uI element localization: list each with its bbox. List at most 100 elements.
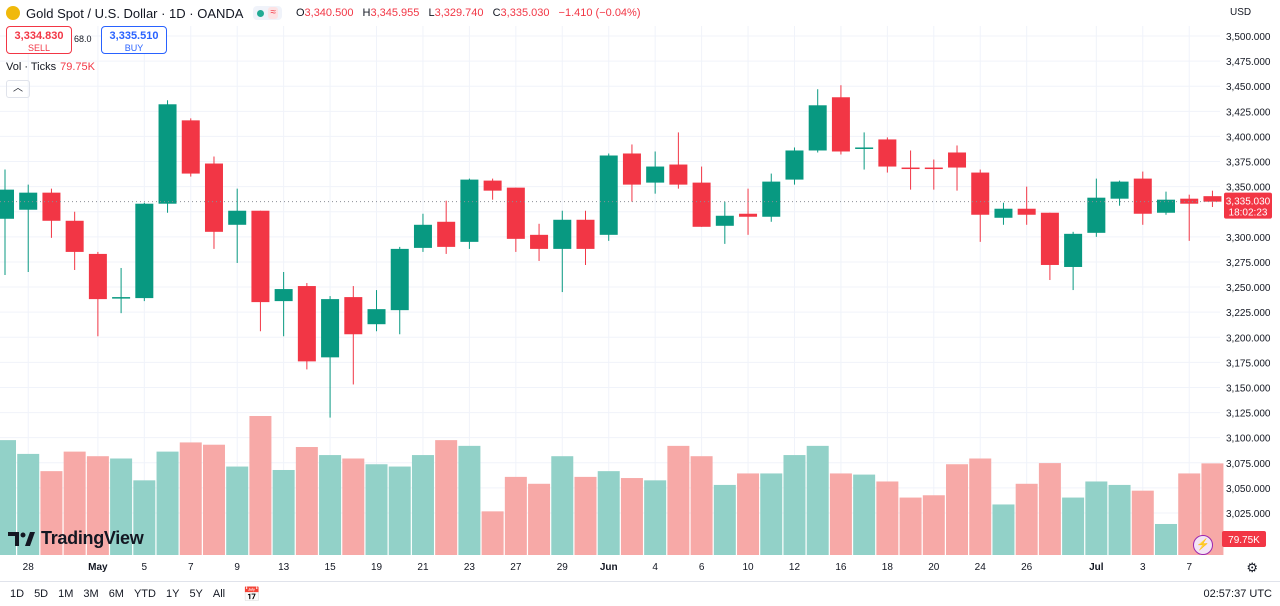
price-tick-label: 3,425.000 [1226, 107, 1271, 118]
volume-bar [481, 511, 504, 555]
price-tick-label: 3,350.000 [1226, 183, 1271, 194]
candle-body [460, 179, 479, 242]
tf-all[interactable]: All [212, 588, 226, 600]
volume-bar [40, 471, 63, 555]
time-tick-label: 15 [325, 562, 337, 573]
candle-body [715, 215, 734, 226]
time-tick-label: 16 [835, 562, 847, 573]
candle-body [622, 153, 641, 185]
volume-bar [1155, 523, 1177, 555]
volume-bar [969, 458, 992, 555]
candle-body [483, 180, 502, 191]
time-tick-label: 13 [278, 562, 290, 573]
time-tick-label: 26 [1021, 562, 1033, 573]
volume-bar [458, 445, 481, 555]
time-tick-label: 10 [742, 562, 754, 573]
volume-bar [946, 464, 969, 555]
volume-bar [342, 458, 365, 555]
tf-5d[interactable]: 5D [34, 588, 49, 600]
close-value: 3,335.030 [500, 7, 550, 19]
candle-body [901, 167, 920, 170]
time-tick-label: 6 [699, 562, 705, 573]
wave-icon: ≈ [268, 7, 278, 19]
market-open-icon [257, 9, 265, 17]
volume-bar [644, 480, 667, 555]
tf-6m[interactable]: 6M [108, 588, 124, 600]
candle-body [762, 181, 781, 217]
volume-legend[interactable]: Vol · Ticks 79.75K [6, 61, 95, 73]
tf-1m[interactable]: 1M [58, 588, 74, 600]
tradingview-logo[interactable]: TradingView [8, 527, 144, 549]
volume-bar [411, 455, 434, 555]
volume-bar [504, 476, 527, 555]
tf-1d[interactable]: 1D [10, 588, 25, 600]
volume-bar [156, 451, 179, 555]
symbol-title[interactable]: Gold Spot / U.S. Dollar · 1D · OANDA [26, 5, 244, 21]
candle-body [367, 309, 386, 325]
volume-bar [272, 469, 295, 555]
candle-body [739, 213, 758, 217]
buy-button[interactable]: 3,335.510 BUY [101, 26, 167, 54]
time-tick-label: 21 [417, 562, 429, 573]
candle-body [808, 105, 827, 151]
tf-5y[interactable]: 5Y [189, 588, 203, 600]
last-price-marker: 3,335.030 18:02:23 [1224, 192, 1272, 219]
utc-clock[interactable]: 02:57:37 UTC [1203, 588, 1272, 600]
volume-bar [63, 451, 86, 555]
volume-bar [133, 480, 156, 555]
price-tick-label: 3,200.000 [1226, 333, 1271, 344]
sell-button[interactable]: 3,334.830 SELL [6, 26, 72, 54]
volume-bar [992, 504, 1015, 555]
time-tick-label: 4 [652, 562, 658, 573]
volume-bar [760, 473, 783, 555]
volume-bar [783, 455, 806, 555]
volume-bar [597, 471, 620, 555]
volume-bar [110, 458, 133, 555]
volume-bar [1108, 484, 1131, 555]
candlesticks [0, 85, 1222, 418]
low-key: L [428, 7, 435, 19]
time-tick-label: 5 [142, 562, 148, 573]
settings-gear-icon[interactable]: ⚙ [1246, 560, 1258, 575]
volume-bar [1015, 483, 1038, 555]
candle-body [413, 224, 432, 248]
volume-bar [249, 416, 272, 555]
tf-3m[interactable]: 3M [83, 588, 99, 600]
candle-body [135, 203, 154, 299]
volume-bar [667, 445, 690, 555]
change-value: −1.410 (−0.04%) [558, 7, 641, 19]
volume-bar [179, 442, 202, 555]
candle-body [1157, 199, 1175, 213]
time-tick-label: 3 [1140, 562, 1146, 573]
time-tick-label: 18 [882, 562, 894, 573]
candle-body [831, 97, 850, 152]
candle-body [576, 219, 595, 249]
collapse-legend-button[interactable]: ︿ [6, 80, 30, 98]
candle-body [855, 147, 874, 149]
currency-selector[interactable]: USD [1230, 7, 1252, 18]
volume-marker-label: 79.75K [1228, 535, 1260, 546]
candle-body [228, 210, 247, 225]
candle-body [1133, 178, 1152, 214]
price-tick-label: 3,175.000 [1226, 358, 1271, 369]
volume-bar [435, 440, 458, 555]
time-tick-label: 7 [1186, 562, 1192, 573]
buy-price: 3,335.510 [109, 30, 159, 42]
tf-1y[interactable]: 1Y [165, 588, 180, 600]
gold-symbol-icon [6, 6, 20, 20]
volume-bar [876, 481, 899, 555]
price-tick-label: 3,300.000 [1226, 233, 1271, 244]
candle-body [553, 219, 572, 249]
tradingview-logo-icon [8, 532, 35, 546]
candle-body [181, 120, 200, 174]
lightning-icon[interactable]: ⚡ [1193, 535, 1213, 555]
calendar-range-icon[interactable]: 📅 [243, 585, 261, 602]
market-status-pill[interactable]: ≈ [253, 6, 282, 20]
volume-bar [806, 445, 829, 555]
candle-body [599, 155, 618, 235]
candle-body [646, 166, 665, 183]
time-tick-label: 7 [188, 562, 194, 573]
volume-bar [1178, 473, 1201, 555]
tf-ytd[interactable]: YTD [133, 588, 156, 600]
